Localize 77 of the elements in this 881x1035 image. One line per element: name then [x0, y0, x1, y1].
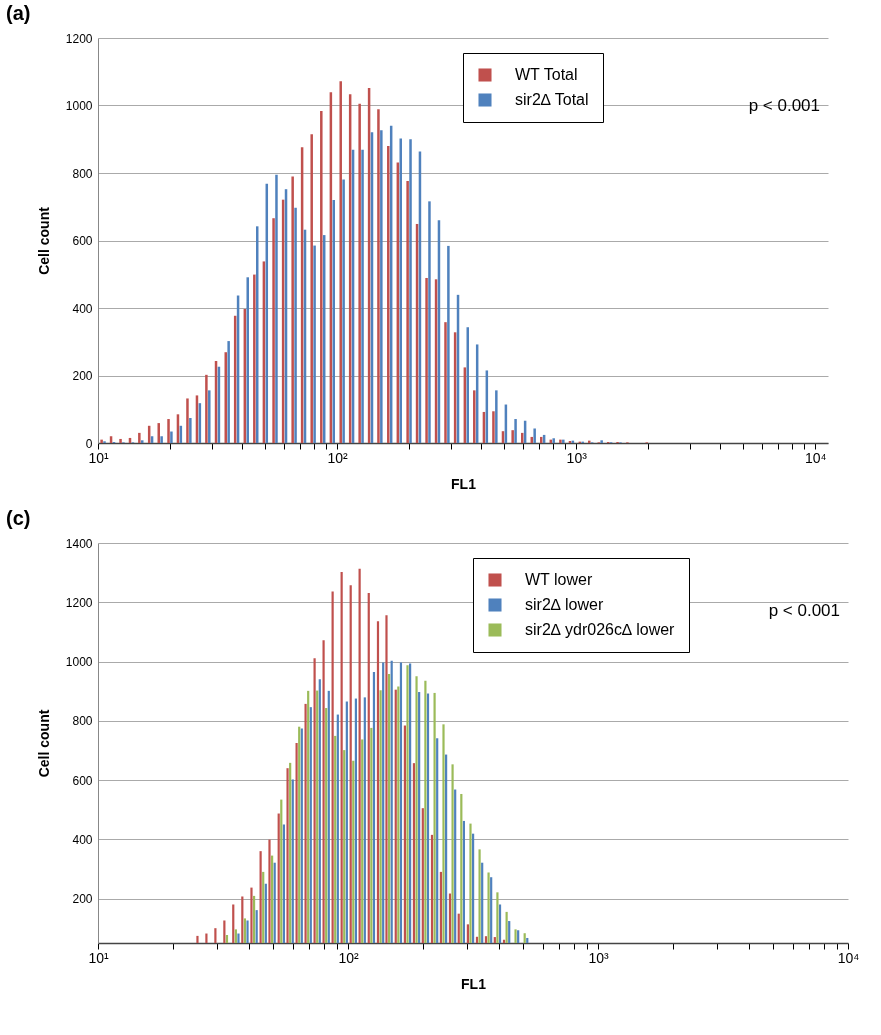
x-tick-label: 10¹	[88, 949, 109, 966]
y-tick-label: 1000	[65, 99, 93, 113]
bar	[167, 419, 170, 443]
y-tick-label: 400	[72, 301, 93, 316]
bar	[492, 411, 495, 443]
legend-label: sir2∆ ydr026c∆ lower	[525, 621, 676, 638]
bar	[444, 322, 447, 443]
x-axis-title: FL1	[461, 975, 487, 992]
y-tick-label: 200	[72, 369, 93, 383]
bar	[119, 438, 122, 443]
x-tick-label: 10²	[338, 949, 359, 966]
legend-label: sir2∆ Total	[515, 91, 589, 108]
bar	[406, 181, 409, 443]
x-tick-label: 10³	[566, 449, 588, 466]
bar	[157, 423, 160, 443]
bar	[447, 245, 450, 443]
annotation: p < 0.001	[748, 96, 820, 115]
bar	[310, 134, 313, 443]
y-tick-label: 600	[72, 234, 93, 248]
bar	[205, 374, 208, 443]
bar	[361, 149, 364, 443]
bar	[339, 81, 342, 443]
bar	[380, 130, 383, 443]
bar	[473, 390, 476, 443]
bar	[428, 201, 431, 443]
bar	[208, 390, 211, 443]
bar	[224, 352, 227, 443]
y-tick-label: 800	[72, 166, 93, 181]
legend-label: WT Total	[515, 66, 578, 83]
y-tick-label: 1400	[65, 536, 93, 551]
x-axis-title: FL1	[451, 475, 477, 492]
bar	[358, 103, 361, 443]
x-tick-label: 10⁴	[805, 449, 827, 466]
bar	[377, 109, 380, 443]
y-axis-title: Cell count	[35, 709, 52, 778]
y-axis-title: Cell count	[35, 206, 52, 275]
bar	[294, 207, 297, 443]
legend-label: WT lower	[525, 571, 593, 588]
y-tick-label: 400	[72, 832, 93, 847]
x-tick-label: 10²	[327, 449, 349, 466]
y-tick-label: 1200	[65, 595, 93, 610]
bar	[275, 174, 278, 443]
legend-label: sir2∆ lower	[525, 596, 604, 613]
x-tick-label: 10³	[588, 949, 609, 966]
y-tick-label: 200	[72, 892, 93, 907]
bar	[227, 341, 230, 443]
bar	[313, 245, 316, 443]
bar	[511, 430, 514, 443]
bar	[253, 274, 256, 443]
y-tick-label: 0	[85, 436, 93, 451]
bar	[466, 327, 469, 443]
bar	[387, 146, 390, 443]
y-tick-label: 800	[72, 714, 93, 729]
y-tick-label: 1000	[65, 655, 93, 670]
bar	[291, 176, 294, 443]
x-tick-label: 10¹	[88, 449, 109, 466]
bar	[170, 431, 173, 443]
chart-title: (a)	[6, 2, 31, 24]
annotation: p < 0.001	[768, 601, 840, 620]
chart-title: (c)	[6, 507, 31, 529]
bar	[246, 277, 249, 443]
bar	[272, 218, 275, 443]
bar	[495, 390, 498, 443]
bar	[342, 179, 345, 443]
bar	[514, 419, 517, 443]
y-tick-label: 600	[72, 773, 93, 788]
x-tick-label: 10⁴	[837, 949, 860, 966]
bar	[189, 418, 192, 443]
bar	[409, 139, 412, 443]
bar	[186, 398, 189, 443]
bar	[160, 436, 163, 443]
bar	[399, 138, 402, 443]
y-tick-label: 1200	[65, 31, 93, 46]
bar	[138, 432, 141, 443]
bar	[320, 110, 323, 443]
bar	[425, 277, 428, 443]
bar	[533, 428, 536, 443]
